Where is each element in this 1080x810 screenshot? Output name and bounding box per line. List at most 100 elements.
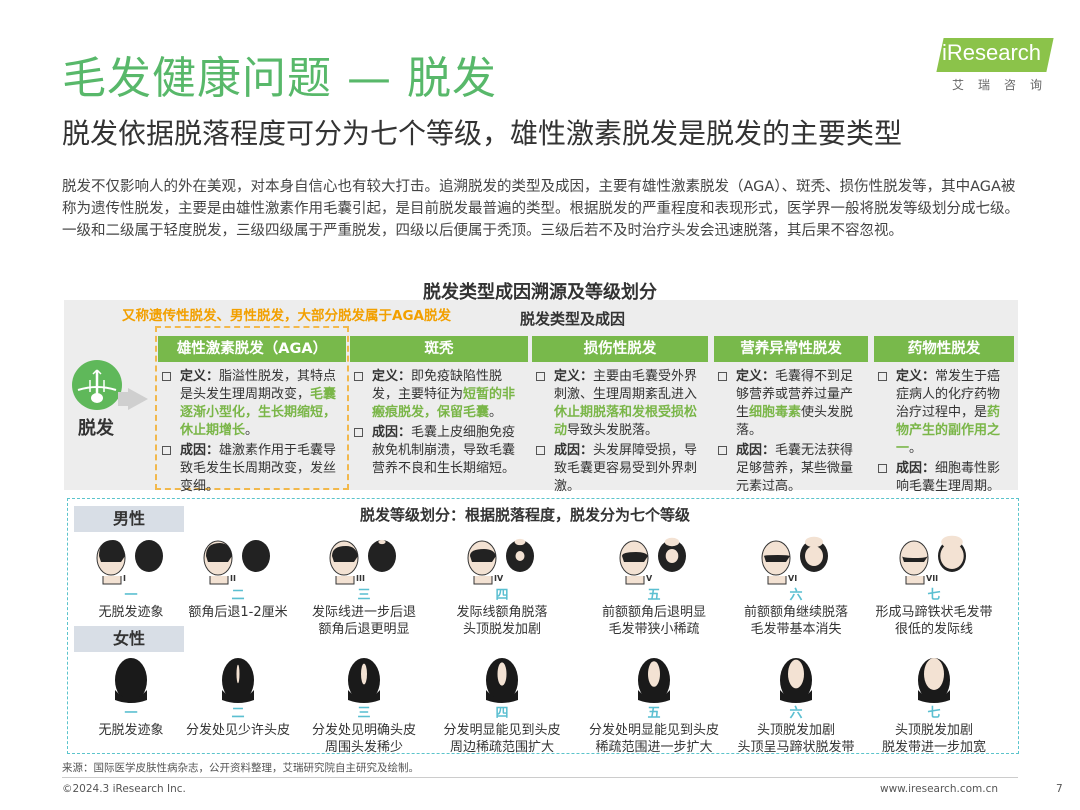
source-note: 来源：国际医学皮肤性病杂志，公开资料整理，艾瑞研究院自主研究及绘制。: [62, 762, 419, 774]
male-grade-3: III 三发际线进一步后退 额角后退更明显: [294, 534, 434, 638]
checkbox-bullet-icon: [718, 372, 727, 381]
male-head-icon: III: [294, 534, 434, 586]
definition-highlight: 休止期脱落和发根受损松动: [554, 405, 698, 438]
female-head-icon: [294, 654, 434, 706]
male-grade-5: V 五前额额角后退明显 毛发带狭小稀疏: [584, 534, 724, 638]
roman-numeral: I: [123, 574, 126, 583]
cause-label: 成因：: [896, 461, 936, 476]
type-definition: 定义：脂溢性脱发，其特点是头发生理周期改变，毛囊逐渐小型化，生长期缩短，休止期增…: [162, 368, 342, 440]
type-header: 损伤性脱发: [532, 336, 708, 362]
grade-number: 三: [357, 588, 371, 603]
cause-text: 雄激素作用于毛囊导致毛发生长周期改变，发丝变细。: [180, 443, 337, 494]
type-header: 斑秃: [350, 336, 528, 362]
aga-highlight-frame: [155, 326, 349, 490]
male-head-icon: VI: [726, 534, 866, 586]
page-subtitle: 脱发依据脱落程度可分为七个等级，雄性激素脱发是脱发的主要类型: [62, 117, 903, 150]
definition-label: 定义：: [736, 369, 776, 384]
type-header: 雄性激素脱发（AGA）: [158, 336, 346, 362]
cause-label: 成因：: [554, 443, 594, 458]
definition-text: 常发生于癌症病人的化疗药物治疗过程中，是: [896, 369, 1001, 420]
male-grade-1: I 一无脱发迹象: [61, 534, 201, 621]
definition-text: 毛囊得不到足够营养或营养过量产生: [736, 369, 854, 420]
grade-description: 分发明显能见到头皮: [443, 723, 561, 738]
definition-text-end: 。: [909, 441, 923, 456]
grade-number: 五: [647, 706, 661, 721]
grade-number: 二: [231, 706, 245, 721]
grade-description: 很低的发际线: [894, 622, 973, 637]
female-grade-3: 三分发处见明确头皮 周围头发稀少: [294, 654, 434, 756]
grade-description: 额角后退更明显: [318, 622, 410, 637]
definition-text: 即免疫缺陷性脱发，主要特征为: [372, 369, 503, 402]
male-head-icon: II: [168, 534, 308, 586]
roman-numeral: III: [356, 574, 365, 583]
definition-highlight: 短暂的非瘢痕脱发，保留毛囊: [372, 387, 516, 420]
male-grade-4: IV 四发际线额角脱落 头顶脱发加剧: [432, 534, 572, 638]
grade-description: 分发处见少许头皮: [185, 723, 290, 738]
grade-description: 头顶呈马蹄状脱发带: [737, 740, 855, 755]
grade-description: 头顶脱发加剧: [756, 723, 835, 738]
grade-number: 四: [495, 588, 509, 603]
definition-label: 定义：: [896, 369, 936, 384]
type-cause: 成因：毛囊上皮细胞免疫赦免机制崩溃，导致毛囊营养不良和生长期缩短。: [354, 424, 524, 478]
type-definition: 定义：毛囊得不到足够营养或营养过量产生细胞毒素使头发脱落。: [718, 368, 864, 440]
type-cause: 成因：雄激素作用于毛囊导致毛发生长周期改变，发丝变细。: [162, 442, 342, 496]
grade-number: 六: [789, 706, 803, 721]
definition-text-end: 导致头发脱落。: [567, 423, 659, 438]
cause-text: 毛囊上皮细胞免疫赦免机制崩溃，导致毛囊营养不良和生长期缩短。: [372, 425, 516, 476]
types-subtitle: 脱发类型及成因: [520, 310, 626, 328]
hair-follicle-icon: [72, 360, 122, 410]
type-cause: 成因：细胞毒性影响毛囊生理周期。: [878, 460, 1010, 496]
female-head-icon: [864, 654, 1004, 706]
type-header: 营养异常性脱发: [714, 336, 868, 362]
grade-description: 周围头发稀少: [324, 740, 403, 755]
website-link[interactable]: www.iresearch.com.cn: [880, 783, 999, 795]
type-cause: 成因：头发屏障受损，导致毛囊更容易受到外界刺激。: [536, 442, 704, 496]
grade-number: 七: [927, 706, 941, 721]
type-column-nutrition: 营养异常性脱发 定义：毛囊得不到足够营养或营养过量产生细胞毒素使头发脱落。 成因…: [714, 336, 868, 494]
female-head-icon: [584, 654, 724, 706]
footer-divider: [62, 777, 1018, 778]
male-grade-6: VI 六前额额角继续脱落 毛发带基本消失: [726, 534, 866, 638]
female-head-icon: [726, 654, 866, 706]
page-number: 7: [1056, 783, 1063, 795]
definition-text-end: 。: [245, 423, 259, 438]
checkbox-bullet-icon: [354, 428, 363, 437]
copyright: ©2024.3 iResearch Inc.: [62, 783, 186, 795]
grade-description: 无脱发迹象: [98, 605, 164, 620]
page-title: 毛发健康问题 — 脱发: [62, 53, 497, 104]
grade-description: 稀疏范围进一步扩大: [595, 740, 713, 755]
checkbox-bullet-icon: [718, 446, 727, 455]
hair-loss-grades-panel: [67, 498, 1019, 754]
type-column-damage: 损伤性脱发 定义：主要由毛囊受外界刺激、生理周期紊乱进入休止期脱落和发根受损松动…: [532, 336, 708, 494]
intro-paragraph: 脱发不仅影响人的外在美观，对本身自信心也有较大打击。追溯脱发的类型及成因，主要有…: [62, 179, 1019, 239]
definition-label: 定义：: [180, 369, 220, 384]
roman-numeral: VII: [926, 574, 939, 583]
grade-description: 前额额角继续脱落: [743, 605, 848, 620]
logo-subtext: 艾瑞咨询: [952, 78, 1057, 92]
grade-number: 六: [789, 588, 803, 603]
roman-numeral: IV: [494, 574, 504, 583]
roman-numeral: VI: [788, 574, 798, 583]
type-definition: 定义：主要由毛囊受外界刺激、生理周期紊乱进入休止期脱落和发根受损松动导致头发脱落…: [536, 368, 704, 440]
hair-loss-label: 脱发: [78, 418, 114, 439]
type-definition: 定义：常发生于癌症病人的化疗药物治疗过程中，是药物产生的副作用之一。: [878, 368, 1010, 458]
checkbox-bullet-icon: [536, 372, 545, 381]
checkbox-bullet-icon: [354, 372, 363, 381]
grade-description: 前额额角后退明显: [601, 605, 706, 620]
cause-text: 毛囊无法获得足够营养，某些微量元素过高。: [736, 443, 854, 494]
arrow-right-icon: [128, 388, 148, 410]
definition-text: 脂溢性脱发，其特点是头发生理周期改变，: [180, 369, 337, 402]
grade-description: 发际线进一步后退: [311, 605, 416, 620]
grade-description: 分发处明显能见到头皮: [588, 723, 719, 738]
female-grade-6: 六头顶脱发加剧头顶呈马蹄状脱发带: [726, 654, 866, 756]
cause-text: 细胞毒性影响毛囊生理周期。: [896, 461, 1001, 494]
female-grade-5: 五分发处明显能见到头皮 稀疏范围进一步扩大: [584, 654, 724, 756]
definition-text-end: 。: [489, 405, 503, 420]
grade-number: 四: [495, 706, 509, 721]
female-grade-1: 一无脱发迹象: [61, 654, 201, 739]
aga-note: 又称遗传性脱发、男性脱发，大部分脱发属于AGA脱发: [122, 308, 451, 324]
definition-label: 定义：: [372, 369, 412, 384]
checkbox-bullet-icon: [162, 446, 171, 455]
grade-number: 七: [927, 588, 941, 603]
grade-description: 额角后退1-2厘米: [188, 605, 288, 620]
